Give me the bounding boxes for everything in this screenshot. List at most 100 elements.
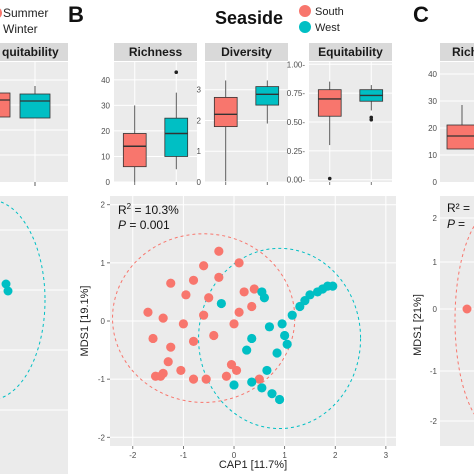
svg-text:1: 1	[433, 258, 438, 267]
y-tick-label: 1	[101, 259, 106, 268]
y-tick-label: 0.50-	[287, 118, 306, 127]
stat-r2: R2 = 10.3%	[118, 202, 179, 217]
left-box-panel	[0, 62, 68, 182]
legend-west-label: West	[315, 22, 340, 34]
svg-text:10: 10	[428, 151, 437, 160]
left-strip-label: quitability	[2, 45, 59, 59]
svg-text:0: 0	[433, 305, 438, 314]
y-tick-label: 0	[106, 178, 111, 187]
left-point	[1, 279, 11, 289]
outlier-point	[369, 115, 374, 120]
x-axis-label: CAP1 [11.7%]	[219, 459, 287, 471]
point-south	[181, 290, 191, 300]
point-south	[231, 365, 242, 376]
right-box-panel	[440, 62, 474, 182]
left-ellipse	[0, 201, 46, 399]
point-south	[166, 342, 176, 352]
point-west	[216, 298, 226, 309]
point-south	[166, 278, 176, 288]
facet-title: Equitability	[318, 45, 383, 59]
point-south	[176, 365, 186, 376]
y-tick-label: 30	[101, 101, 110, 110]
panel-b-legend: South West	[299, 5, 344, 34]
box-south	[317, 89, 342, 117]
legend-winter-label: Winter	[3, 22, 38, 36]
outlier-point	[327, 176, 332, 181]
point-south	[163, 357, 173, 367]
point-west	[247, 333, 257, 344]
box-west	[255, 86, 280, 106]
facet-strip	[114, 43, 197, 61]
facet-title: Diversity	[221, 45, 272, 59]
y-tick-label: 0.00-	[287, 176, 306, 185]
x-tick-label: 2	[333, 451, 338, 460]
y-tick-label: 0	[101, 317, 106, 326]
point-west	[267, 389, 277, 399]
outlier-point	[174, 70, 179, 75]
y-tick-label: 40	[101, 76, 110, 85]
point-south	[214, 246, 224, 256]
point-west	[328, 281, 338, 291]
point-south	[204, 293, 214, 303]
point-west	[242, 345, 252, 355]
confidence-ellipse-west	[198, 247, 362, 430]
svg-text:30: 30	[428, 97, 437, 106]
y-tick-label: 2	[197, 116, 202, 125]
point-west	[257, 383, 267, 393]
right-box	[446, 124, 474, 150]
svg-text:-1: -1	[430, 367, 438, 376]
y-tick-label: 1	[197, 147, 202, 156]
point-south	[234, 307, 244, 317]
equitability-boxplot: Equitability 0.00- 0.25- 0.50- 0.75- 1.00-	[287, 43, 392, 185]
left-scatter-panel	[0, 196, 68, 474]
y-tick-label: 2	[101, 201, 106, 210]
point-south	[188, 275, 199, 285]
point-south	[156, 371, 166, 381]
point-south	[249, 284, 259, 294]
point-west	[247, 377, 257, 387]
point-south	[188, 336, 199, 346]
svg-text:40: 40	[428, 70, 437, 79]
point-west	[262, 365, 272, 376]
point-west	[264, 322, 275, 332]
right-ylabel: MDS1 [21%]	[412, 294, 424, 356]
x-tick-label: -1	[180, 451, 188, 460]
point-south	[221, 371, 232, 381]
right-point	[462, 304, 472, 314]
y-tick-label: 0.25-	[287, 147, 306, 156]
left-box-winter	[19, 93, 51, 119]
y-tick-label: -1	[98, 375, 106, 384]
point-south	[214, 272, 224, 282]
point-west	[280, 330, 290, 341]
richness-boxplot: Richness 0 10 20 30 40	[101, 43, 197, 187]
right-scatter-panel	[440, 196, 474, 446]
point-south	[143, 307, 153, 317]
facet-strip	[205, 43, 288, 61]
point-west	[229, 380, 239, 390]
point-south	[158, 313, 168, 323]
y-tick-label: 20	[101, 127, 110, 136]
point-west	[277, 319, 287, 329]
right-stat-p: P =	[447, 217, 465, 231]
box-south	[213, 96, 238, 128]
point-south	[148, 333, 158, 344]
svg-text:20: 20	[428, 124, 437, 133]
svg-text:2: 2	[433, 214, 438, 223]
point-west	[282, 339, 292, 349]
box-south	[122, 133, 147, 168]
panel-c-letter: C	[413, 2, 429, 27]
diversity-boxplot: Diversity 0 1 2 3	[197, 43, 288, 187]
point-south	[199, 261, 209, 271]
right-stat-r2: R² =	[447, 201, 470, 215]
x-tick-label: 1	[282, 451, 287, 460]
legend-summer-swatch	[0, 8, 2, 18]
left-box-summer	[0, 92, 11, 118]
point-south	[201, 374, 211, 384]
point-west	[257, 287, 267, 297]
point-south	[209, 330, 219, 341]
left-strip	[0, 43, 68, 61]
point-south	[234, 258, 244, 268]
legend-summer-label: Summer	[3, 6, 48, 20]
y-tick-label: 0.75-	[287, 89, 306, 98]
